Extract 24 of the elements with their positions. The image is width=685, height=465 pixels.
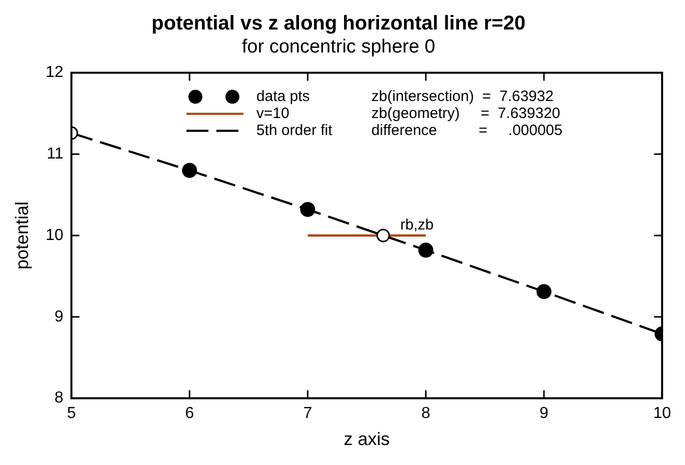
legend-label: v=10 bbox=[256, 104, 290, 122]
y-tick-label: 9 bbox=[54, 308, 64, 326]
x-tick-label: 9 bbox=[540, 405, 549, 422]
annotation: zb(intersection) = 7.63932 bbox=[371, 88, 554, 105]
point bbox=[300, 202, 316, 217]
point bbox=[418, 242, 434, 258]
annotation: rb,zb bbox=[400, 216, 434, 234]
y-tick-label: 10 bbox=[46, 226, 64, 244]
annotation: difference = .000005 bbox=[371, 122, 563, 139]
x-tick-label: 8 bbox=[421, 405, 430, 422]
y-tick-label: 8 bbox=[54, 390, 64, 407]
chart-subtitle: for concentric sphere 0 bbox=[242, 36, 436, 58]
legend-label: data pts bbox=[256, 88, 310, 105]
annotation: zb(geometry) = 7.639320 bbox=[371, 104, 560, 122]
y-axis-title: potential bbox=[12, 201, 32, 270]
y-tick-label: 12 bbox=[46, 64, 64, 82]
y-tick-label: 11 bbox=[46, 146, 64, 163]
x-tick-label: 6 bbox=[185, 405, 194, 422]
x-tick-label: 5 bbox=[66, 405, 76, 422]
legend-label: 5th order fit bbox=[256, 122, 334, 139]
chart-title: potential vs z along horizontal line r=20 bbox=[152, 12, 526, 35]
x-axis-title: z axis bbox=[344, 429, 390, 450]
x-tick-label: 10 bbox=[653, 405, 672, 422]
x-tick-label: 7 bbox=[303, 405, 312, 422]
